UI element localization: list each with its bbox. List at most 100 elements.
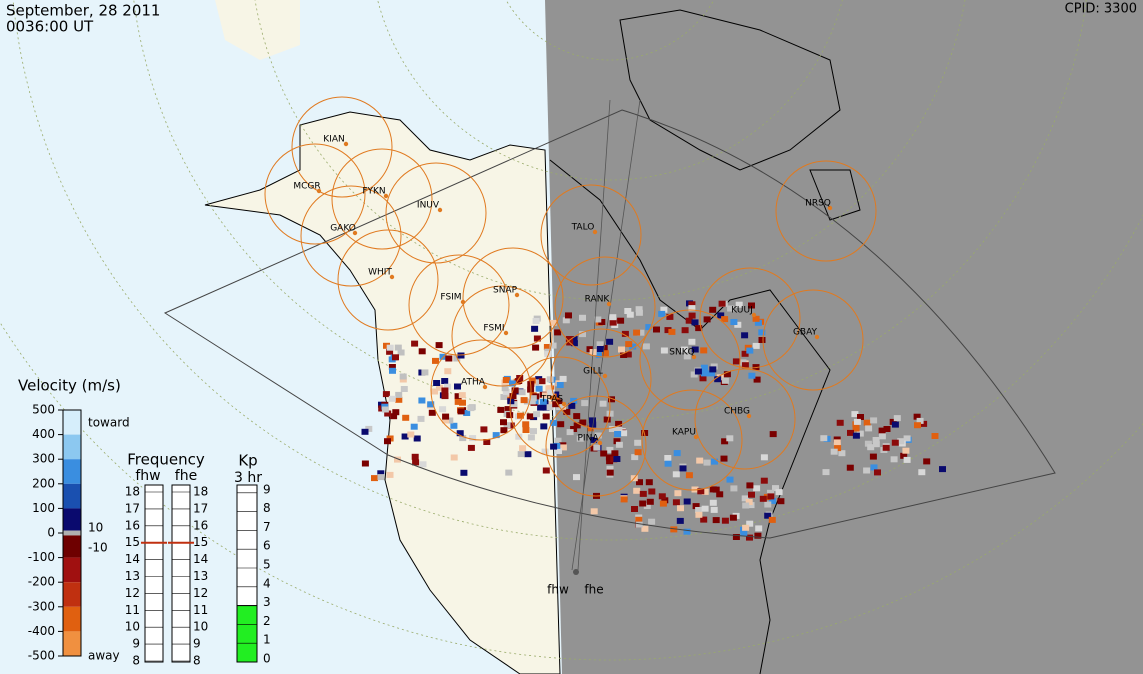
velocity-cell <box>522 421 530 428</box>
velocity-cell <box>874 469 881 476</box>
frequency-tick-label: 8 <box>132 654 140 668</box>
velocity-cell <box>863 419 871 426</box>
velocity-cell <box>903 435 911 442</box>
velocity-tick-label: -200 <box>28 575 55 589</box>
velocity-tick-label: 400 <box>32 427 55 441</box>
velocity-cell <box>635 521 643 528</box>
velocity-cell <box>570 336 578 342</box>
velocity-cell <box>745 499 753 505</box>
velocity-cell <box>852 432 860 439</box>
velocity-cell <box>900 452 908 459</box>
station-dot <box>503 330 509 336</box>
lat-circle <box>254 0 966 301</box>
velocity-cell <box>377 470 385 477</box>
velocity-cell <box>547 389 555 396</box>
station-dot <box>352 230 358 236</box>
velocity-cell <box>436 384 444 391</box>
velocity-cell <box>747 502 755 509</box>
velocity-cell <box>395 396 403 403</box>
station-dot <box>597 440 603 446</box>
station-circle <box>550 328 652 430</box>
velocity-cell <box>500 419 507 426</box>
velocity-cell <box>681 327 689 334</box>
velocity-cell <box>903 456 911 463</box>
color-bar-segment <box>63 557 81 583</box>
velocity-cell <box>680 346 688 353</box>
velocity-cell <box>676 517 684 524</box>
velocity-cell <box>732 534 740 540</box>
frequency-tick-label: 12 <box>193 586 208 600</box>
kp-period: 3 hr <box>234 470 262 486</box>
velocity-cell <box>613 438 621 445</box>
velocity-cell <box>639 500 647 507</box>
velocity-cell <box>648 518 656 525</box>
velocity-cell <box>633 329 641 336</box>
velocity-cell <box>598 319 606 325</box>
color-bar-segment <box>63 483 81 509</box>
velocity-cell <box>606 446 614 453</box>
station-circle <box>775 160 877 262</box>
velocity-cell <box>559 375 567 382</box>
velocity-cell <box>401 433 409 440</box>
station-circle <box>540 184 642 286</box>
kp-tick-label: 5 <box>263 558 271 572</box>
velocity-cell <box>830 448 838 455</box>
frequency-tick-label: 14 <box>193 552 208 566</box>
velocity-cell <box>685 317 693 324</box>
velocity-cell <box>546 401 554 407</box>
velocity-cell <box>450 454 458 461</box>
velocity-cell <box>777 498 785 505</box>
frequency-tick-label: 16 <box>193 518 208 532</box>
frequency-tick-label: 11 <box>125 603 140 617</box>
velocity-cell <box>506 412 514 419</box>
away-label: away <box>88 649 120 663</box>
velocity-cell <box>441 378 449 384</box>
velocity-cell <box>755 525 763 532</box>
velocity-cell <box>600 450 608 457</box>
station-dot <box>343 141 349 147</box>
velocity-cell <box>634 449 642 456</box>
velocity-cell <box>457 408 465 415</box>
velocity-cell <box>609 319 617 326</box>
velocity-cell <box>388 364 396 370</box>
velocity-cell <box>517 451 525 458</box>
velocity-cell <box>742 502 750 509</box>
velocity-cell <box>606 338 614 345</box>
velocity-cell <box>872 437 880 443</box>
velocity-cell <box>390 413 398 420</box>
velocity-cell <box>500 394 508 400</box>
velocity-cell <box>701 505 709 512</box>
velocity-cell <box>683 498 691 505</box>
station-label: SNAP <box>493 286 518 296</box>
coastlines <box>549 9 861 674</box>
velocity-cell <box>635 516 643 523</box>
velocity-cell <box>714 376 722 383</box>
velocity-cell <box>445 355 453 362</box>
velocity-cell <box>467 405 475 412</box>
velocity-cell <box>573 474 580 481</box>
velocity-cell <box>594 316 602 323</box>
velocity-cell <box>863 467 871 474</box>
velocity-cell <box>700 364 708 371</box>
velocity-cell <box>539 398 547 405</box>
land <box>215 0 300 60</box>
station-dot <box>746 413 752 419</box>
velocity-tick-label: 0 <box>47 526 55 540</box>
velocity-cell <box>639 490 647 497</box>
velocity-cell <box>730 485 738 492</box>
velocity-cell <box>554 329 562 336</box>
velocity-cell <box>469 435 477 442</box>
color-bar-segment <box>63 606 81 632</box>
velocity-cell <box>538 378 546 385</box>
velocity-cell <box>550 443 558 450</box>
lat-circle <box>0 321 1143 661</box>
frequency-tick-label: 10 <box>125 620 140 634</box>
velocity-cell <box>599 400 607 407</box>
velocity-cell <box>688 338 696 345</box>
frequency-tick-label: 11 <box>193 603 208 617</box>
velocity-cell <box>748 372 756 379</box>
station-label: MCGR <box>293 182 320 192</box>
velocity-cell <box>454 383 461 390</box>
frequency-tick-label: 13 <box>125 569 140 583</box>
velocity-cell <box>505 469 513 476</box>
